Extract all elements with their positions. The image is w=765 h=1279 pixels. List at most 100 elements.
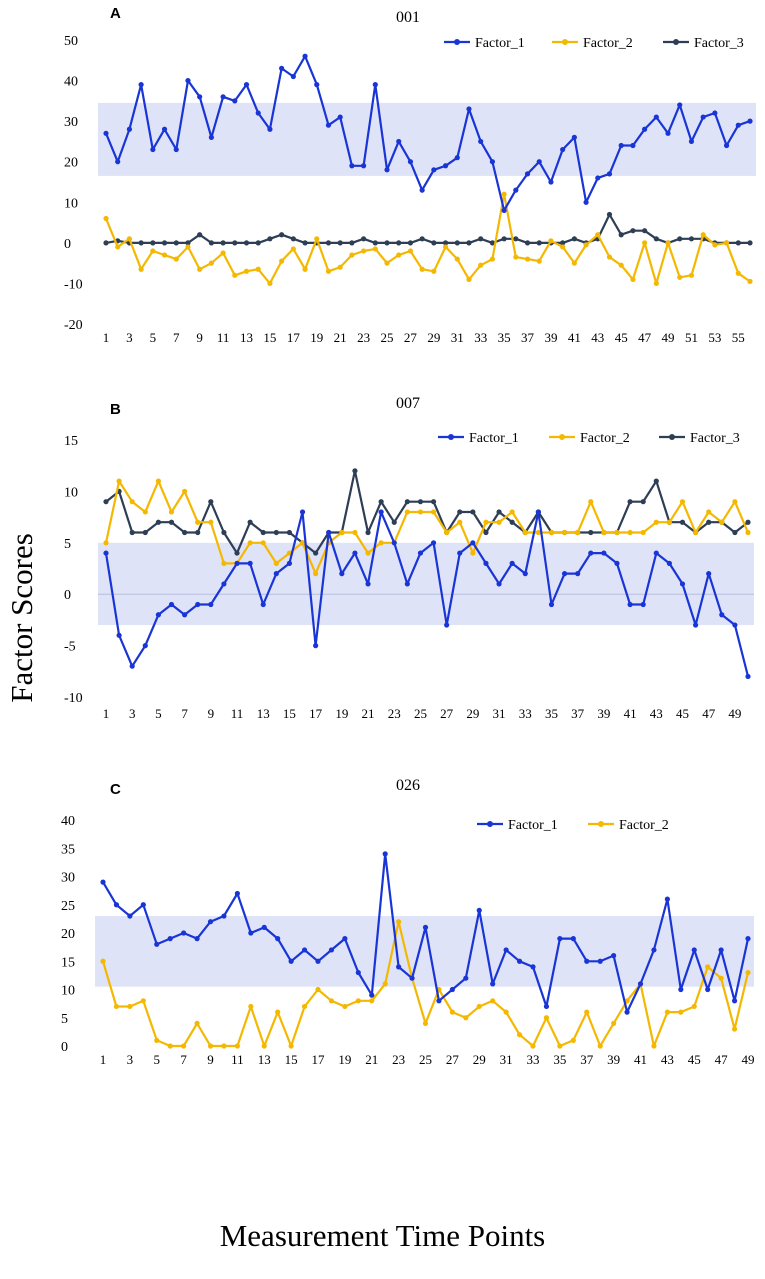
data-point (422, 924, 429, 930)
data-point (501, 207, 507, 213)
data-point (630, 228, 636, 234)
legend-marker (669, 434, 675, 440)
data-point (490, 981, 496, 987)
x-tick-label: 39 (544, 330, 557, 345)
legend-label: Factor_2 (580, 431, 630, 446)
y-tick-label: 20 (64, 156, 78, 171)
data-point (692, 622, 699, 628)
data-point (267, 126, 273, 132)
legend-item-Factor_1: Factor_1 (438, 431, 519, 446)
x-tick-label: 1 (103, 330, 110, 345)
data-point (679, 499, 686, 505)
data-point (116, 478, 122, 484)
data-point (595, 175, 601, 181)
data-point (509, 509, 515, 515)
chart-title: 001 (396, 9, 420, 26)
data-point (337, 264, 343, 270)
legend-label: Factor_1 (469, 431, 519, 446)
data-point (167, 936, 173, 942)
data-point (430, 540, 437, 546)
data-point (723, 240, 730, 246)
y-tick-label: 0 (64, 237, 71, 252)
data-point (601, 550, 607, 556)
data-point (126, 236, 133, 242)
data-point (328, 947, 335, 953)
x-tick-label: 35 (553, 1052, 566, 1067)
data-point (642, 240, 648, 246)
data-point (220, 250, 226, 256)
data-point (129, 663, 135, 669)
x-tick-label: 9 (208, 706, 215, 721)
data-point (597, 958, 603, 964)
data-point (735, 270, 741, 276)
data-point (197, 232, 203, 238)
y-axis-label: Factor Scores (4, 533, 39, 703)
data-point (745, 673, 751, 680)
data-point (208, 519, 214, 525)
data-point (150, 240, 156, 246)
data-point (584, 958, 590, 964)
data-point (457, 519, 463, 525)
data-point (173, 256, 179, 262)
data-point (286, 529, 293, 536)
data-point (103, 499, 109, 505)
data-point (396, 919, 402, 925)
x-tick-label: 15 (283, 706, 296, 721)
data-point (150, 146, 156, 153)
x-tick-label: 41 (624, 706, 637, 721)
x-tick-label: 11 (231, 706, 244, 721)
data-point (535, 529, 541, 536)
data-point (536, 240, 542, 246)
legend-label: Factor_2 (619, 818, 669, 833)
data-point (113, 902, 120, 908)
data-point (723, 142, 730, 149)
data-point (208, 134, 214, 140)
data-point (384, 260, 390, 266)
data-point (314, 82, 320, 88)
legend-item-Factor_1: Factor_1 (477, 818, 558, 833)
data-point (275, 1009, 281, 1015)
data-point (745, 936, 751, 942)
data-point (325, 268, 332, 274)
data-point (627, 601, 633, 608)
x-tick-label: 33 (474, 330, 487, 345)
x-tick-label: 45 (688, 1052, 701, 1067)
data-point (116, 632, 122, 638)
data-point (478, 262, 484, 268)
data-point (747, 240, 753, 246)
data-point (234, 560, 240, 566)
x-tick-label: 19 (310, 330, 323, 345)
data-point (735, 240, 741, 246)
data-point (247, 540, 253, 546)
data-point (442, 244, 449, 250)
data-point (181, 930, 187, 936)
legend-label: Factor_2 (583, 36, 633, 51)
data-point (543, 1003, 550, 1010)
data-point (247, 519, 253, 525)
x-tick-label: 17 (287, 330, 301, 345)
data-point (173, 240, 179, 246)
data-point (168, 509, 175, 515)
data-point (361, 163, 367, 169)
data-point (618, 262, 624, 268)
data-point (339, 529, 345, 536)
x-tick-label: 1 (103, 706, 110, 721)
data-point (588, 499, 594, 505)
data-point (653, 478, 659, 484)
data-point (313, 550, 319, 556)
data-point (627, 529, 633, 536)
data-point (181, 1043, 187, 1049)
data-point (614, 560, 620, 566)
data-point (718, 947, 724, 953)
data-point (339, 571, 345, 577)
x-tick-label: 17 (309, 706, 323, 721)
data-point (747, 118, 753, 124)
data-point (185, 240, 191, 246)
data-point (548, 238, 554, 244)
data-point (127, 913, 133, 919)
data-point (588, 529, 594, 536)
data-point (279, 232, 285, 238)
data-point (664, 1009, 670, 1015)
data-point (154, 1037, 160, 1043)
